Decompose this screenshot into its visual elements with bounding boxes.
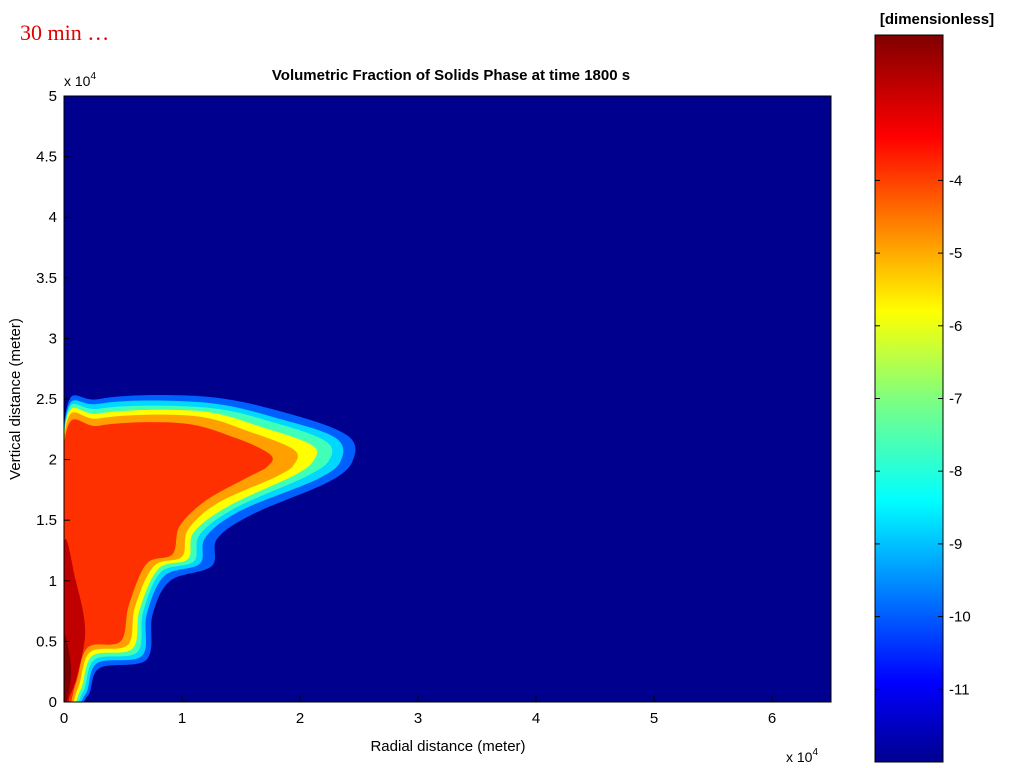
y-axis-multiplier: x 104	[64, 71, 96, 89]
y-tick-label: 2.5	[36, 391, 57, 408]
y-tick-label: 0.5	[36, 633, 57, 650]
y-tick-label: 4.5	[36, 149, 57, 166]
y-tick-label: 1	[49, 573, 57, 590]
colorbar-tick-label: -6	[949, 318, 962, 335]
y-tick-label: 2	[49, 452, 57, 469]
y-axis: 0 0.5 1 1.5 2 2.5 3 3.5 4 4.5 5	[36, 88, 70, 711]
y-tick-label: 3	[49, 330, 57, 347]
y-tick-label: 0	[49, 694, 57, 711]
y-tick-label: 3.5	[36, 270, 57, 287]
colorbar-tick-label: -4	[949, 172, 962, 189]
x-tick-label: 3	[414, 710, 422, 727]
x-tick-label: 1	[178, 710, 186, 727]
corner-caption: 30 min …	[20, 20, 110, 45]
x-axis-label: Radial distance (meter)	[370, 738, 525, 755]
colorbar-tick-label: -8	[949, 463, 962, 480]
colorbar	[874, 34, 944, 763]
x-tick-label: 6	[768, 710, 776, 727]
colorbar-tick-label: -9	[949, 536, 962, 553]
x-tick-label: 2	[296, 710, 304, 727]
plume-level--2_5	[64, 634, 72, 702]
y-tick-label: 1.5	[36, 512, 57, 529]
colorbar-tick-label: -10	[949, 609, 971, 626]
plume-contours	[64, 395, 356, 702]
colorbar-tick-label: -5	[949, 245, 962, 262]
x-axis-multiplier: x 104	[786, 747, 818, 765]
x-tick-label: 0	[60, 710, 68, 727]
y-axis-label: Vertical distance (meter)	[7, 318, 24, 480]
y-tick-label: 4	[49, 209, 57, 226]
x-tick-label: 5	[650, 710, 658, 727]
x-tick-label: 4	[532, 710, 540, 727]
colorbar-ticks: -4 -5 -6 -7 -8 -9 -10 -11	[875, 172, 971, 698]
chart-title: Volumetric Fraction of Solids Phase at t…	[272, 67, 630, 84]
x-axis: 0 1 2 3 4 5 6	[60, 696, 776, 727]
colorbar-tick-label: -11	[949, 681, 970, 698]
colorbar-label: [dimensionless]	[880, 11, 994, 28]
colorbar-tick-label: -7	[949, 391, 962, 408]
plume-level--4_5	[64, 419, 273, 702]
y-tick-label: 5	[49, 88, 57, 105]
